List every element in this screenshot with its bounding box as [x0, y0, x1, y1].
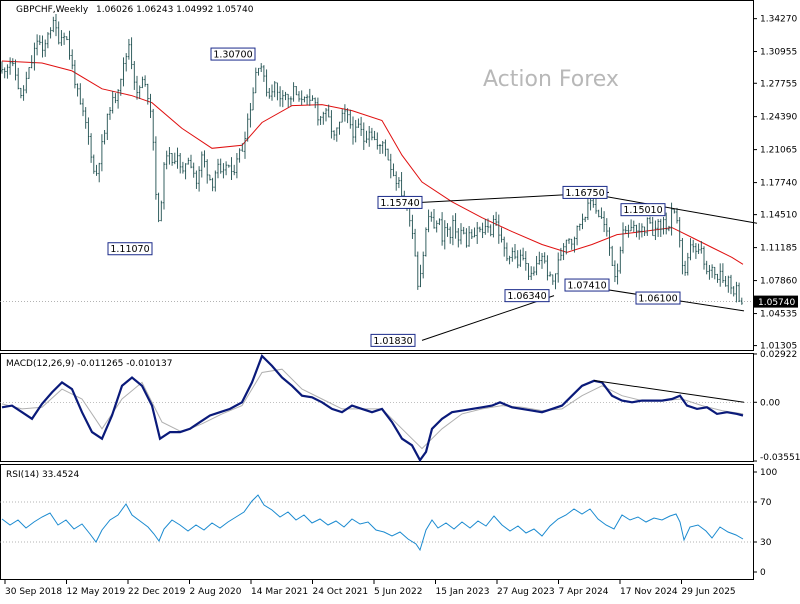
price-annotation: 1.06340 [504, 289, 550, 303]
last-price-box [754, 295, 798, 308]
x-tick-label: 27 Aug 2023 [497, 587, 555, 597]
price-annotation-label: 1.06340 [507, 291, 546, 302]
price-annotation-label: 1.30700 [213, 50, 252, 61]
x-tick-label: 22 Dec 2019 [128, 587, 186, 597]
price-annotation-box [635, 291, 681, 305]
price-annotation: 1.15010 [620, 203, 666, 217]
last-price-label: 1.05740 [758, 298, 795, 308]
price-annotation-box [377, 195, 423, 209]
x-tick-label: 29 Jun 2025 [682, 587, 736, 597]
price-tick-label: 1.11185 [760, 244, 797, 254]
price-tick-label: 1.21065 [760, 146, 797, 156]
header-ohlc: 1.06026 1.06243 1.04992 1.05740 [96, 5, 254, 15]
price-annotation-box [562, 185, 608, 199]
price-annotation: 1.16750 [562, 185, 608, 199]
price-tick-label: 1.04535 [760, 310, 797, 320]
price-annotation-box [504, 289, 550, 303]
price-annotation: 1.07410 [564, 278, 610, 292]
rsi-tick-label: 0 [760, 568, 766, 578]
price-annotation-label: 1.15740 [380, 198, 419, 209]
price-annotation-label: 1.15010 [623, 205, 662, 216]
price-tick-label: 1.27755 [760, 79, 797, 89]
macd-tick-label: -0.035518 [760, 453, 800, 463]
price-annotation-box [210, 47, 256, 61]
price-annotation: 1.30700 [210, 47, 256, 61]
price-annotation-box [620, 203, 666, 217]
price-annotation: 1.15740 [377, 195, 423, 209]
price-tick-label: 1.34270 [760, 15, 797, 25]
price-annotation-box [564, 278, 610, 292]
macd-tick-label: 0.02922 [760, 350, 797, 360]
price-annotation-label: 1.06100 [638, 294, 677, 305]
x-tick-label: 24 Oct 2021 [313, 587, 369, 597]
price-annotation-box [107, 242, 153, 256]
rsi-title: RSI(14) 33.4524 [6, 470, 79, 480]
price-annotation: 1.06100 [635, 291, 681, 305]
price-tick-label: 1.24390 [760, 113, 797, 123]
price-tick-label: 1.01305 [760, 342, 797, 352]
trendline [581, 191, 758, 224]
price-annotation-label: 1.07410 [567, 281, 606, 292]
macd-panel-frame [0, 353, 754, 462]
macd-trendline [593, 379, 745, 403]
x-tick-label: 30 Sep 2018 [5, 587, 62, 597]
price-annotation: 1.11070 [107, 242, 153, 256]
price-annotation-label: 1.11070 [110, 244, 149, 255]
x-tick-label: 5 Jun 2022 [374, 587, 422, 597]
price-annotation: 1.01830 [370, 333, 416, 347]
x-tick-label: 12 May 2019 [67, 587, 126, 597]
macd-tick-label: 0.00 [760, 398, 780, 408]
rsi-tick-label: 70 [760, 498, 772, 508]
price-annotation-label: 1.01830 [373, 336, 412, 347]
macd-title: MACD(12,26,9) -0.011265 -0.010137 [6, 359, 172, 369]
price-annotation-label: 1.16750 [565, 188, 604, 199]
x-tick-label: 14 Mar 2021 [251, 587, 308, 597]
rsi-panel-frame [0, 464, 754, 580]
price-tick-label: 1.17740 [760, 179, 797, 189]
macd-line [1, 354, 744, 463]
price-tick-label: 1.30955 [760, 48, 797, 58]
axis-layer: 1.34270 1.30955 1.27755 1.24390 1.21065 1.177… [4, 15, 800, 597]
ma-line [1, 60, 744, 265]
trendline [421, 295, 555, 341]
price-tick-label: 1.14510 [760, 211, 797, 221]
watermark: Action Forex [483, 67, 619, 92]
rsi-line [1, 494, 744, 552]
rsi-tick-label: 30 [760, 538, 772, 548]
macd-layer [0, 354, 753, 463]
macd-signal-line [1, 368, 744, 450]
x-tick-label: 17 Nov 2024 [620, 587, 678, 597]
header-symbol: GBPCHF,Weekly [16, 5, 89, 15]
rsi-layer [0, 494, 753, 552]
x-tick-label: 15 Jan 2023 [436, 587, 490, 597]
price-annotation-box [370, 333, 416, 347]
price-tick-label: 1.07860 [760, 277, 797, 287]
price-layer: 1.30700 1.11070 1.15740 1.16750 1.15010 1.018… [0, 14, 758, 347]
x-tick-label: 2 Aug 2020 [190, 587, 242, 597]
x-tick-label: 7 Apr 2024 [559, 587, 609, 597]
rsi-tick-label: 100 [760, 468, 777, 478]
